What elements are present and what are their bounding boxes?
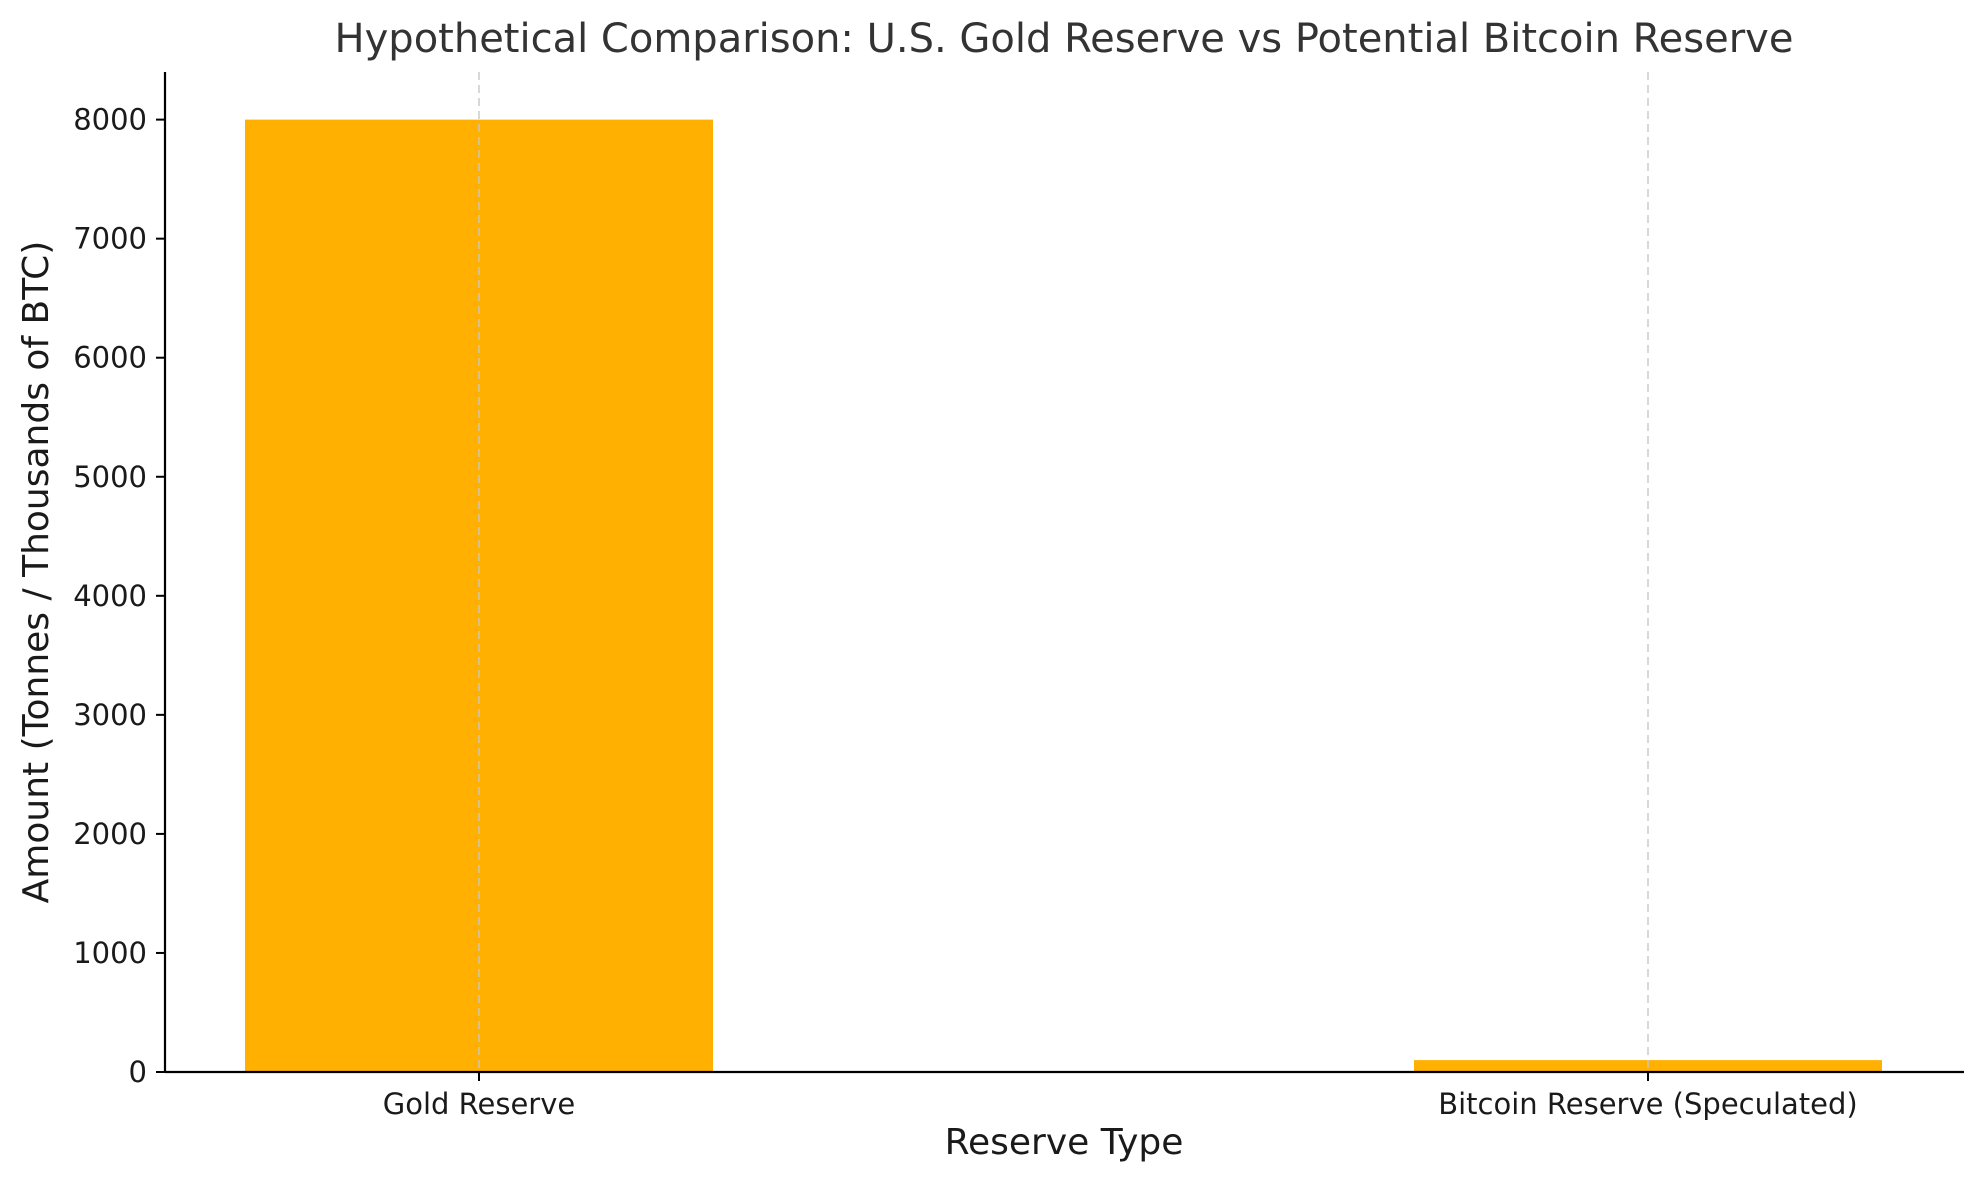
y-tick-label: 2000: [73, 817, 147, 851]
y-axis-ticks: 0 1000 2000 3000 4000 5000 6000 7000 8000: [73, 103, 165, 1089]
y-tick-label: 6000: [73, 341, 147, 375]
y-tick-label: 4000: [73, 579, 147, 613]
y-tick-label: 7000: [73, 222, 147, 256]
y-tick-label: 5000: [73, 460, 147, 494]
y-tick-label: 1000: [73, 936, 147, 970]
grid-lines: [478, 72, 1649, 1072]
y-tick-label: 0: [129, 1055, 147, 1089]
x-axis-ticks: Gold Reserve Bitcoin Reserve (Speculated): [383, 1072, 1858, 1121]
x-axis-label: Reserve Type: [945, 1122, 1184, 1163]
x-tick-label: Bitcoin Reserve (Speculated): [1438, 1087, 1858, 1121]
y-tick-label: 8000: [73, 103, 147, 137]
y-tick-label: 3000: [73, 698, 147, 732]
y-axis-label: Amount (Tonnes / Thousands of BTC): [16, 241, 57, 904]
chart-title: Hypothetical Comparison: U.S. Gold Reser…: [335, 16, 1794, 62]
bars: [245, 119, 1882, 1073]
x-tick-label: Gold Reserve: [383, 1087, 575, 1121]
